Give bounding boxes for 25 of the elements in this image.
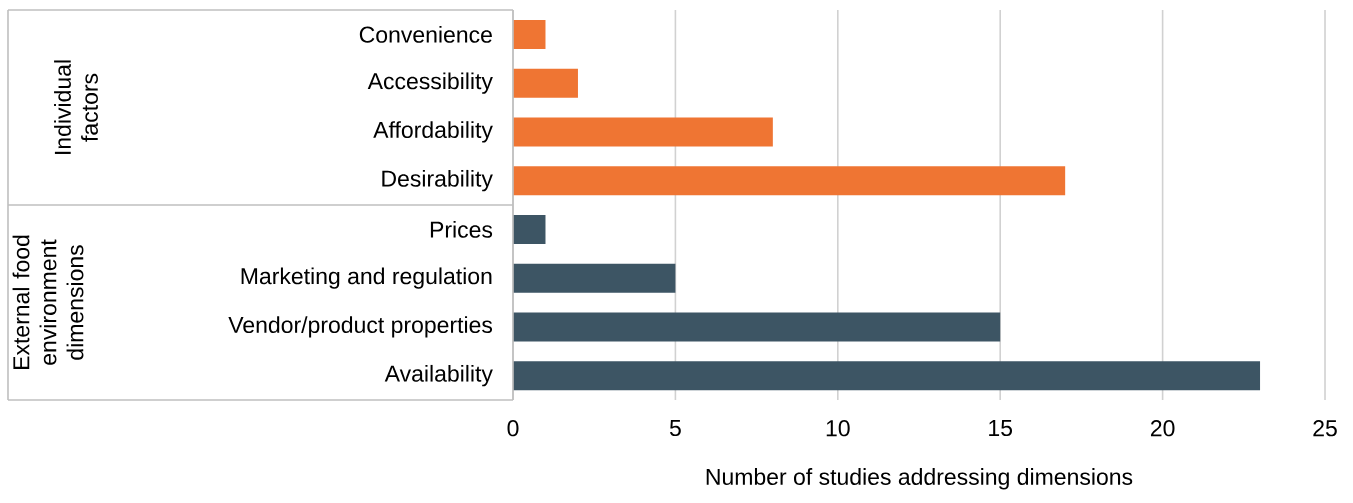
y-tick-label: Availability: [384, 364, 493, 387]
bar: [513, 68, 578, 98]
y-tick-label: Prices: [430, 220, 493, 238]
y-tick-label: Vendor/product properties: [228, 316, 493, 338]
y-tick-label: Desirability: [382, 169, 493, 192]
bar: [513, 361, 1261, 391]
y-tick-label: Accessibility: [367, 72, 493, 94]
x-tick-label: 15: [989, 420, 1013, 437]
bar: [513, 263, 676, 293]
x-tick-label: 25: [1313, 420, 1337, 437]
x-tick-label: 5: [669, 420, 681, 437]
y-tick-label: Convenience: [359, 25, 492, 43]
x-axis-title: Number of studies addressing dimensions: [706, 468, 1133, 490]
bar: [513, 19, 546, 49]
bar: [513, 214, 546, 244]
x-tick-label: 20: [1150, 420, 1175, 437]
bar: [513, 117, 773, 147]
bar: [513, 166, 1066, 196]
y-tick-label: Affordability: [373, 121, 493, 143]
x-tick-label: 0: [507, 420, 519, 437]
text: Individual factors: [54, 60, 98, 154]
text: External food environment dimensions: [12, 235, 84, 370]
bar: [513, 312, 1001, 342]
y-tick-label: Marketing and regulation: [241, 267, 492, 289]
x-tick-label: 10: [826, 420, 850, 437]
